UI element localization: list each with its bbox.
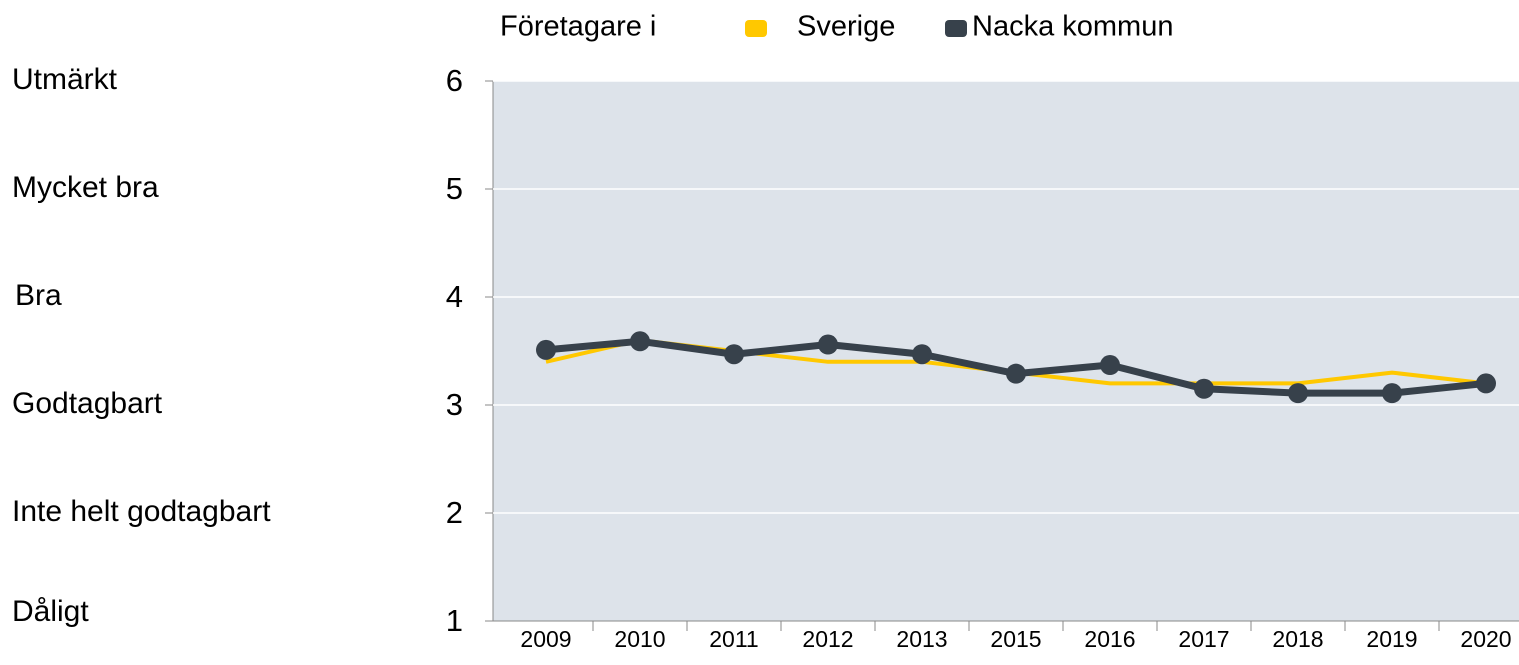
x-tick-label: 2020 bbox=[1460, 626, 1511, 652]
x-tick-label: 2016 bbox=[1084, 626, 1135, 652]
series-marker bbox=[1006, 363, 1026, 384]
scale-label: Inte helt godtagbart bbox=[12, 495, 271, 528]
series-marker bbox=[1382, 383, 1402, 404]
x-tick-label: 2019 bbox=[1366, 626, 1417, 652]
y-tick-label: 6 bbox=[446, 63, 463, 98]
series-marker bbox=[818, 334, 838, 355]
y-tick-label: 2 bbox=[446, 495, 463, 530]
series-marker bbox=[1288, 383, 1308, 404]
legend-swatch bbox=[745, 20, 767, 37]
x-tick-label: 2015 bbox=[990, 626, 1041, 652]
scale-label: Godtagbart bbox=[12, 387, 163, 420]
scale-label: Dåligt bbox=[12, 595, 89, 628]
series-marker bbox=[1476, 373, 1496, 394]
series-marker bbox=[1100, 355, 1120, 376]
x-tick-label: 2011 bbox=[709, 626, 758, 652]
x-tick-label: 2017 bbox=[1178, 626, 1229, 652]
scale-label: Bra bbox=[15, 279, 62, 312]
series-marker bbox=[724, 344, 744, 365]
x-tick-label: 2010 bbox=[614, 626, 665, 652]
x-tick-label: 2012 bbox=[802, 626, 853, 652]
y-tick-label: 1 bbox=[446, 603, 463, 638]
x-tick-label: 2009 bbox=[520, 626, 571, 652]
series-marker bbox=[536, 339, 556, 360]
x-tick-label: 2018 bbox=[1272, 626, 1323, 652]
legend-label: Nacka kommun bbox=[972, 11, 1173, 43]
legend-title: Företagare i bbox=[500, 11, 656, 43]
y-tick-label: 5 bbox=[446, 171, 463, 206]
legend-label: Sverige bbox=[797, 11, 895, 43]
scale-label: Mycket bra bbox=[12, 171, 159, 204]
series-marker bbox=[1194, 378, 1214, 399]
series-marker bbox=[912, 344, 932, 365]
y-tick-label: 3 bbox=[446, 387, 463, 422]
series-marker bbox=[630, 331, 650, 352]
scale-label: Utmärkt bbox=[12, 63, 118, 96]
legend-swatch bbox=[945, 20, 967, 37]
x-tick-label: 2013 bbox=[896, 626, 947, 652]
plot-area bbox=[493, 81, 1519, 621]
y-tick-label: 4 bbox=[446, 279, 463, 314]
